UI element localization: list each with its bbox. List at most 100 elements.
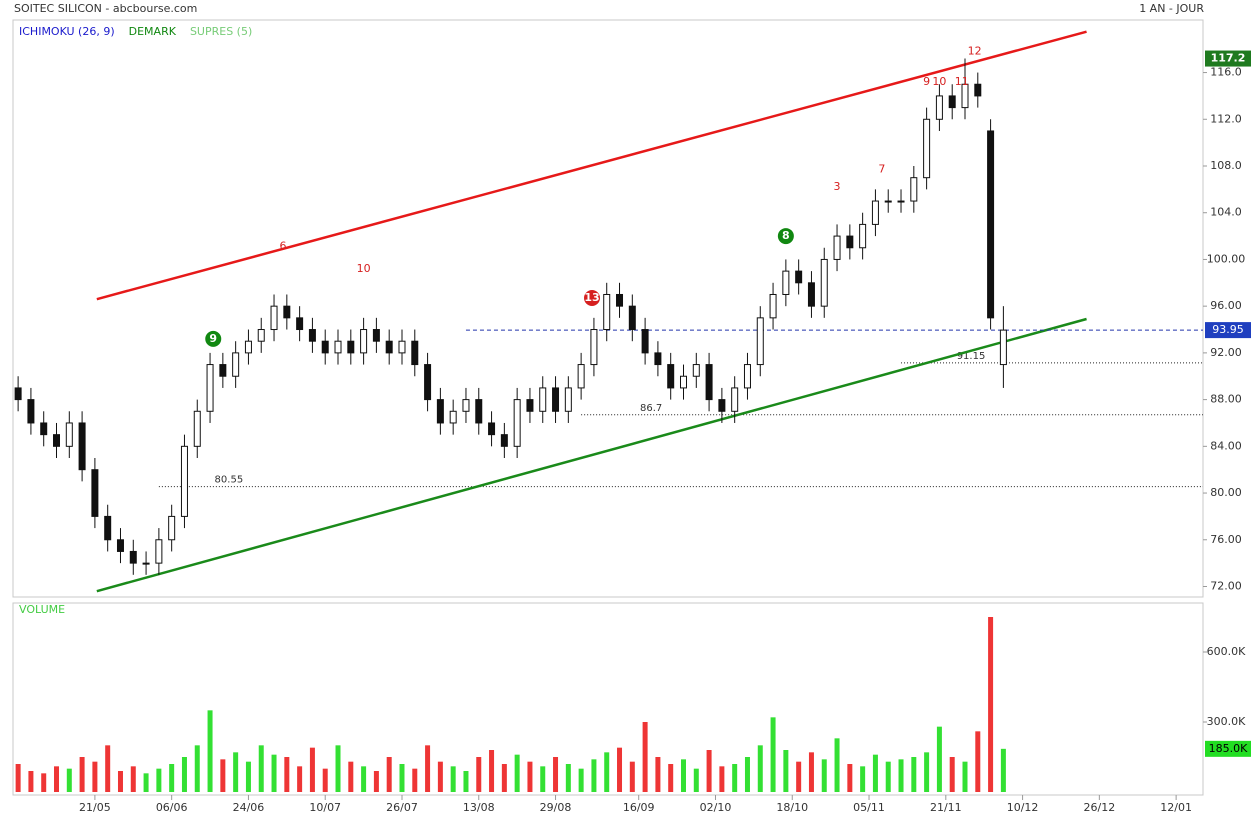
last-price-box — [1205, 322, 1251, 339]
candle-body — [78, 422, 86, 471]
x-tick-label: 02/10 — [700, 801, 732, 814]
candle-body — [564, 387, 572, 412]
volume-bar — [655, 757, 661, 792]
price-panel — [12, 19, 1204, 598]
volume-bar — [617, 747, 623, 792]
candle-body — [871, 200, 879, 225]
last-volume-label: 185.0K — [1209, 742, 1248, 755]
volume-bar — [348, 761, 354, 792]
candle-body — [628, 305, 636, 331]
level-label: 80.55 — [215, 475, 244, 486]
candle-body — [705, 364, 713, 401]
candle-body — [193, 410, 201, 447]
volume-bar — [297, 766, 303, 792]
volume-bar — [1000, 748, 1006, 792]
candle-body — [283, 305, 291, 319]
candle-body — [116, 539, 124, 552]
candle-body — [897, 200, 905, 203]
candle-body — [692, 364, 700, 377]
high-box — [1205, 50, 1251, 67]
demark-label: 9 — [923, 75, 930, 88]
candle-body — [641, 329, 649, 354]
candle-body — [616, 293, 624, 307]
candle-body — [334, 340, 342, 354]
candle-body — [436, 399, 444, 424]
trendline — [96, 317, 1087, 593]
candle-body — [168, 515, 176, 541]
volume-bar — [322, 768, 328, 792]
demark-circle — [777, 228, 794, 245]
volume-bar — [437, 761, 443, 792]
volume-bar — [975, 731, 981, 792]
demark-circle — [205, 330, 222, 347]
volume-bar — [41, 773, 47, 792]
x-tick-label: 24/06 — [233, 801, 265, 814]
volume-bar — [335, 745, 341, 792]
x-tick-label: 29/08 — [540, 801, 572, 814]
y-tick-label: 96.00 — [1210, 299, 1242, 312]
volume-bar — [143, 773, 149, 792]
volume-bar — [604, 752, 610, 792]
volume-bar — [578, 768, 584, 792]
trendline — [96, 30, 1087, 301]
volume-bar — [540, 766, 546, 792]
candle-body — [910, 177, 918, 202]
y-tick-label: 88.00 — [1210, 393, 1242, 406]
volume-title: VOLUME — [19, 603, 65, 616]
volume-bar — [898, 759, 904, 792]
volume-bar — [936, 726, 942, 792]
volume-bar — [66, 768, 72, 792]
candle-body — [999, 329, 1007, 366]
volume-bar — [92, 761, 98, 792]
candle-body — [385, 340, 393, 354]
legend-entry: SUPRES (5) — [190, 25, 252, 38]
volume-bar — [489, 750, 495, 792]
x-tick-label: 12/01 — [1160, 801, 1192, 814]
x-tick-label: 18/10 — [776, 801, 808, 814]
demark-label: 10 — [357, 262, 371, 275]
candle-body — [807, 282, 815, 307]
candle-body — [347, 340, 355, 354]
volume-bar — [796, 761, 802, 792]
x-tick-label: 06/06 — [156, 801, 188, 814]
volume-bar — [309, 747, 315, 792]
candle-body — [513, 399, 521, 447]
candle-body — [411, 340, 419, 366]
demark-label: 3 — [834, 180, 841, 193]
volume-bar — [553, 757, 559, 792]
volume-bar — [501, 764, 507, 792]
volume-bar — [527, 761, 533, 792]
y-tick-label: 72.00 — [1210, 579, 1242, 592]
y-tick-label: 600.0K — [1207, 645, 1246, 658]
demark-label: 10 — [932, 75, 946, 88]
volume-bar — [860, 766, 866, 792]
candle-body — [884, 200, 892, 203]
volume-bar — [642, 722, 648, 792]
candle-body — [65, 422, 73, 447]
candle-body — [14, 387, 22, 401]
candle-body — [539, 387, 547, 412]
x-tick-label: 21/11 — [930, 801, 962, 814]
volume-bar — [872, 754, 878, 792]
volume-bar — [744, 757, 750, 792]
candle-body — [270, 305, 278, 331]
candle-body — [27, 399, 35, 424]
candle-body — [731, 387, 739, 412]
candle-body — [500, 434, 508, 447]
candle-body — [360, 329, 368, 354]
volume-bar — [412, 768, 418, 792]
volume-bar — [156, 768, 162, 792]
x-tick-label: 16/09 — [623, 801, 655, 814]
volume-bar — [514, 754, 520, 792]
volume-bar — [54, 766, 60, 792]
candle-body — [321, 340, 329, 354]
volume-bar — [680, 759, 686, 792]
x-tick-label: 10/07 — [309, 801, 341, 814]
volume-bar — [373, 771, 379, 792]
candle-body — [40, 422, 48, 436]
demark-label: 6 — [279, 240, 286, 253]
y-tick-label: 92.00 — [1210, 346, 1242, 359]
volume-bar — [847, 764, 853, 792]
candle-body — [129, 550, 137, 564]
